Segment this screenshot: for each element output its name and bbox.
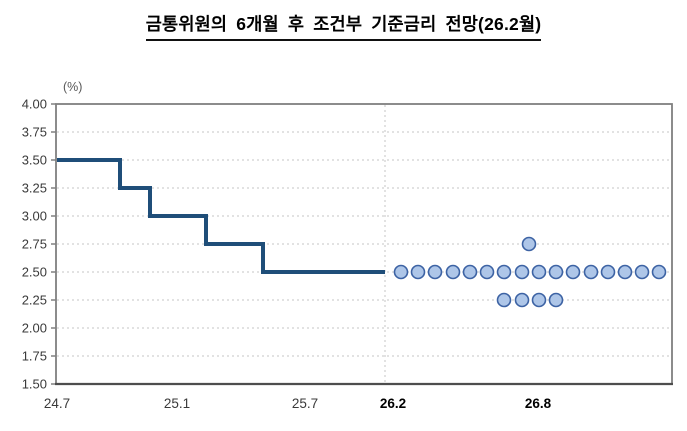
forecast-dot-2.25 [531,292,547,308]
chart-title: 금통위원의 6개월 후 조건부 기준금리 전망(26.2월) [145,11,542,41]
forecast-dot-2.50 [565,264,581,280]
y-tick-label: 2.50 [22,265,47,280]
forecast-dot-2.25 [548,292,564,308]
y-tick-label: 2.75 [22,237,47,252]
x-tick-label: 24.7 [44,396,70,411]
y-tick-label: 4.00 [22,97,47,112]
forecast-dot-2.50 [410,264,426,280]
y-tick-label: 1.50 [22,377,47,392]
forecast-dot-2.50 [462,264,478,280]
y-tick-label: 2.25 [22,293,47,308]
forecast-dot-2.50 [393,264,409,280]
forecast-dot-2.50 [548,264,564,280]
forecast-dot-2.50 [600,264,616,280]
x-tick-label: 26.2 [380,396,406,411]
forecast-dot-2.50 [514,264,530,280]
y-axis-unit-label: (%) [63,80,83,94]
forecast-dot-2.50 [651,264,667,280]
forecast-dot-2.50 [634,264,650,280]
forecast-dot-2.50 [479,264,495,280]
y-tick-label: 2.00 [22,321,47,336]
forecast-dot-2.50 [583,264,599,280]
forecast-dot-2.50 [445,264,461,280]
y-tick-label: 3.25 [22,181,47,196]
x-tick-label: 25.7 [292,396,318,411]
y-tick-label: 3.00 [22,209,47,224]
x-tick-label: 26.8 [525,396,552,411]
y-tick-label: 3.75 [22,125,47,140]
forecast-dot-2.75 [521,236,537,252]
forecast-dot-2.25 [514,292,530,308]
x-tick-label: 25.1 [164,396,190,411]
base-rate-step-line [57,158,385,274]
forecast-dot-2.25 [496,292,512,308]
forecast-dot-2.50 [531,264,547,280]
forecast-dot-2.50 [496,264,512,280]
y-tick-label: 3.50 [22,153,47,168]
page-title: 금통위원의 6개월 후 조건부 기준금리 전망(26.2월) [0,11,687,41]
y-tick-label: 1.75 [22,349,47,364]
forecast-dot-2.50 [617,264,633,280]
forecast-dot-2.50 [427,264,443,280]
